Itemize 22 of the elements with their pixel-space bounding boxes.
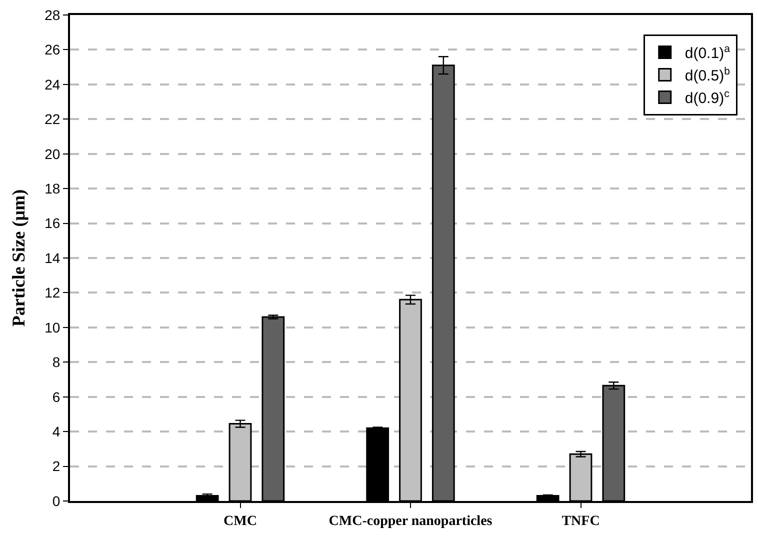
y-tick-label: 28 <box>44 6 60 23</box>
y-tick-label: 0 <box>52 492 60 509</box>
y-tick-label: 16 <box>44 215 60 232</box>
y-tick-label: 10 <box>44 319 60 336</box>
y-tick-label: 12 <box>44 284 60 301</box>
y-tick-label: 4 <box>52 423 60 440</box>
y-tick-label: 6 <box>52 388 60 405</box>
legend-label: d(0.1)$^{a}$ <box>684 42 730 62</box>
legend-label: d(0.9)$^{c}$ <box>684 88 730 108</box>
y-tick-label: 2 <box>52 458 60 474</box>
x-tick-label: TNFC <box>562 514 600 529</box>
y-tick-label: 20 <box>44 146 60 162</box>
legend-label: d(0.5)$^{b}$ <box>684 65 730 85</box>
y-tick-label: 26 <box>44 42 60 58</box>
y-tick-label: 14 <box>44 250 60 266</box>
x-tick-label: CMC-copper nanoparticles <box>328 514 493 529</box>
y-tick-label: 8 <box>52 354 60 370</box>
y-tick-label: 24 <box>44 76 60 92</box>
y-tick-label: 18 <box>44 180 60 196</box>
x-tick-label: CMC <box>224 514 257 529</box>
y-tick-label: 22 <box>44 111 60 128</box>
y-axis-title: Particle Size (µm) <box>8 189 28 327</box>
